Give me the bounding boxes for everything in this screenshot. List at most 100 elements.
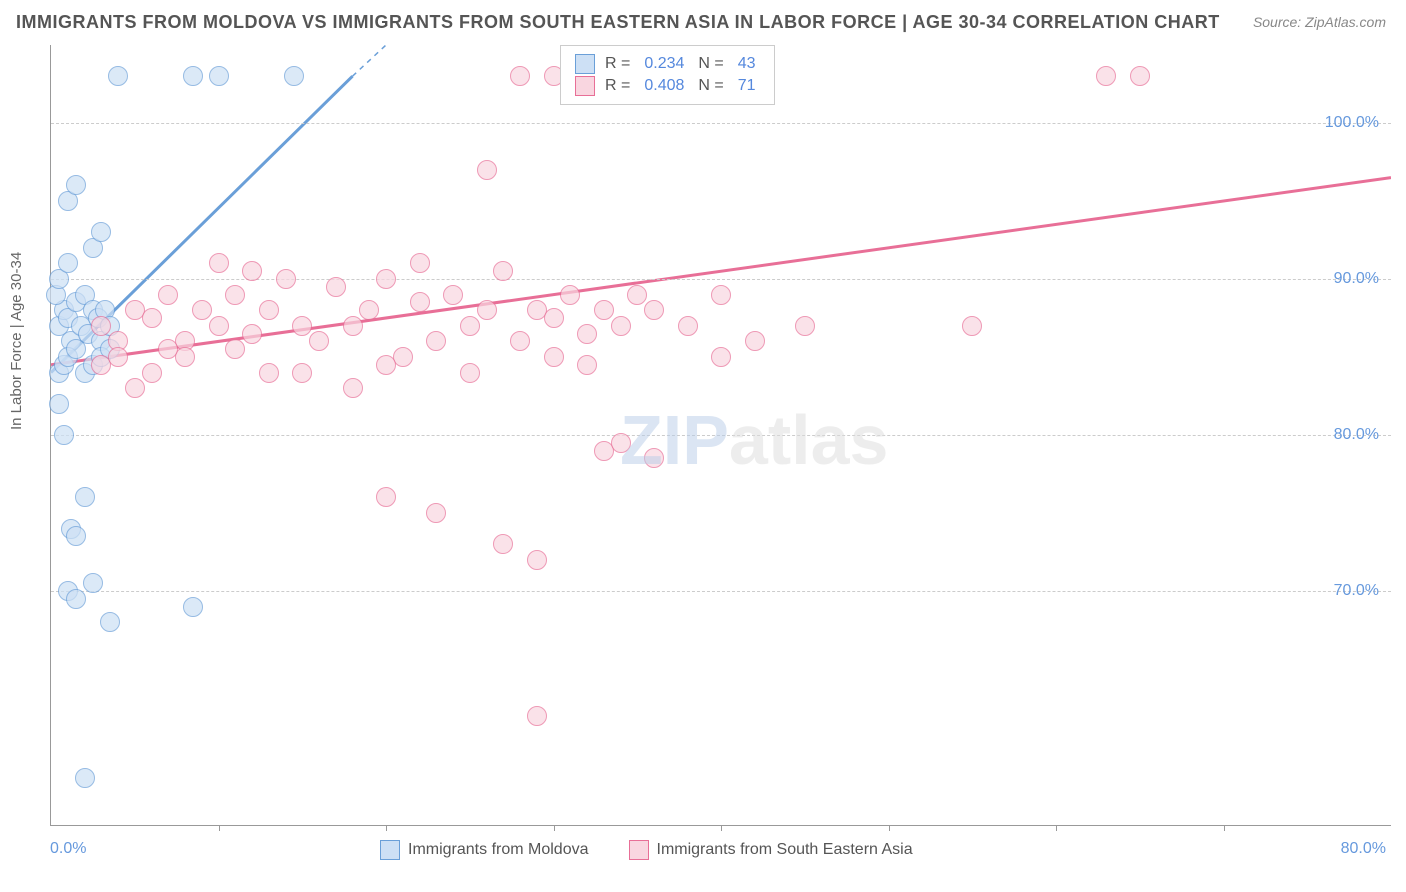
scatter-point bbox=[158, 339, 178, 359]
scatter-point bbox=[83, 573, 103, 593]
y-axis-title: In Labor Force | Age 30-34 bbox=[8, 252, 25, 430]
y-tick-label: 80.0% bbox=[1334, 426, 1379, 444]
chart-title: IMMIGRANTS FROM MOLDOVA VS IMMIGRANTS FR… bbox=[16, 12, 1220, 33]
scatter-point bbox=[410, 292, 430, 312]
scatter-point bbox=[242, 261, 262, 281]
legend-swatch bbox=[629, 840, 649, 860]
scatter-point bbox=[376, 355, 396, 375]
n-value: 71 bbox=[738, 77, 756, 95]
x-tick bbox=[386, 825, 387, 831]
gridline bbox=[51, 435, 1391, 436]
scatter-point bbox=[49, 394, 69, 414]
scatter-point bbox=[343, 378, 363, 398]
x-tick bbox=[219, 825, 220, 831]
scatter-point bbox=[560, 285, 580, 305]
stats-row: R =0.408N =71 bbox=[575, 76, 760, 96]
scatter-point bbox=[460, 363, 480, 383]
scatter-point bbox=[745, 331, 765, 351]
legend-label: Immigrants from South Eastern Asia bbox=[657, 841, 913, 859]
scatter-point bbox=[510, 66, 530, 86]
scatter-point bbox=[292, 363, 312, 383]
scatter-point bbox=[644, 448, 664, 468]
scatter-point bbox=[493, 261, 513, 281]
x-axis-max-label: 80.0% bbox=[1341, 840, 1386, 858]
legend-swatch bbox=[380, 840, 400, 860]
n-label: N = bbox=[698, 55, 723, 73]
scatter-point bbox=[326, 277, 346, 297]
y-tick-label: 70.0% bbox=[1334, 582, 1379, 600]
scatter-point bbox=[477, 160, 497, 180]
legend-item: Immigrants from South Eastern Asia bbox=[629, 840, 913, 860]
n-label: N = bbox=[698, 77, 723, 95]
gridline bbox=[51, 123, 1391, 124]
scatter-point bbox=[359, 300, 379, 320]
scatter-point bbox=[158, 285, 178, 305]
scatter-point bbox=[711, 285, 731, 305]
scatter-point bbox=[443, 285, 463, 305]
scatter-point bbox=[544, 308, 564, 328]
scatter-point bbox=[493, 534, 513, 554]
scatter-point bbox=[594, 300, 614, 320]
scatter-point bbox=[66, 175, 86, 195]
scatter-point bbox=[242, 324, 262, 344]
scatter-point bbox=[544, 347, 564, 367]
scatter-point bbox=[611, 433, 631, 453]
scatter-point bbox=[577, 324, 597, 344]
r-label: R = bbox=[605, 55, 630, 73]
scatter-point bbox=[66, 526, 86, 546]
stats-box: R =0.234N =43R =0.408N =71 bbox=[560, 45, 775, 105]
series-swatch bbox=[575, 54, 595, 74]
scatter-point bbox=[183, 597, 203, 617]
scatter-point bbox=[125, 378, 145, 398]
scatter-point bbox=[259, 363, 279, 383]
scatter-point bbox=[209, 316, 229, 336]
scatter-point bbox=[108, 66, 128, 86]
x-axis-min-label: 0.0% bbox=[50, 840, 86, 858]
scatter-point bbox=[91, 316, 111, 336]
x-tick bbox=[554, 825, 555, 831]
scatter-point bbox=[292, 316, 312, 336]
scatter-point bbox=[91, 222, 111, 242]
scatter-point bbox=[644, 300, 664, 320]
scatter-point bbox=[510, 331, 530, 351]
scatter-point bbox=[225, 339, 245, 359]
scatter-point bbox=[209, 253, 229, 273]
scatter-point bbox=[66, 589, 86, 609]
scatter-point bbox=[376, 269, 396, 289]
legend-item: Immigrants from Moldova bbox=[380, 840, 589, 860]
r-value: 0.234 bbox=[644, 55, 684, 73]
x-tick bbox=[1056, 825, 1057, 831]
scatter-point bbox=[192, 300, 212, 320]
x-tick bbox=[721, 825, 722, 831]
scatter-point bbox=[343, 316, 363, 336]
source-label: Source: ZipAtlas.com bbox=[1253, 14, 1386, 30]
scatter-point bbox=[577, 355, 597, 375]
scatter-point bbox=[410, 253, 430, 273]
scatter-point bbox=[100, 612, 120, 632]
scatter-point bbox=[209, 66, 229, 86]
scatter-point bbox=[225, 285, 245, 305]
trend-line-extension bbox=[353, 45, 470, 76]
scatter-point bbox=[58, 253, 78, 273]
y-tick-label: 100.0% bbox=[1325, 114, 1379, 132]
scatter-point bbox=[142, 308, 162, 328]
stats-row: R =0.234N =43 bbox=[575, 54, 760, 74]
gridline bbox=[51, 591, 1391, 592]
scatter-point bbox=[309, 331, 329, 351]
scatter-point bbox=[276, 269, 296, 289]
scatter-point bbox=[426, 331, 446, 351]
x-tick bbox=[889, 825, 890, 831]
scatter-point bbox=[678, 316, 698, 336]
scatter-point bbox=[183, 66, 203, 86]
scatter-point bbox=[66, 339, 86, 359]
scatter-point bbox=[527, 706, 547, 726]
scatter-point bbox=[460, 316, 480, 336]
scatter-point bbox=[142, 363, 162, 383]
plot-area: 70.0% 80.0% 90.0% 100.0% bbox=[50, 45, 1391, 826]
scatter-point bbox=[1096, 66, 1116, 86]
scatter-point bbox=[611, 316, 631, 336]
scatter-point bbox=[376, 487, 396, 507]
y-tick-label: 90.0% bbox=[1334, 270, 1379, 288]
scatter-point bbox=[54, 425, 74, 445]
scatter-point bbox=[711, 347, 731, 367]
